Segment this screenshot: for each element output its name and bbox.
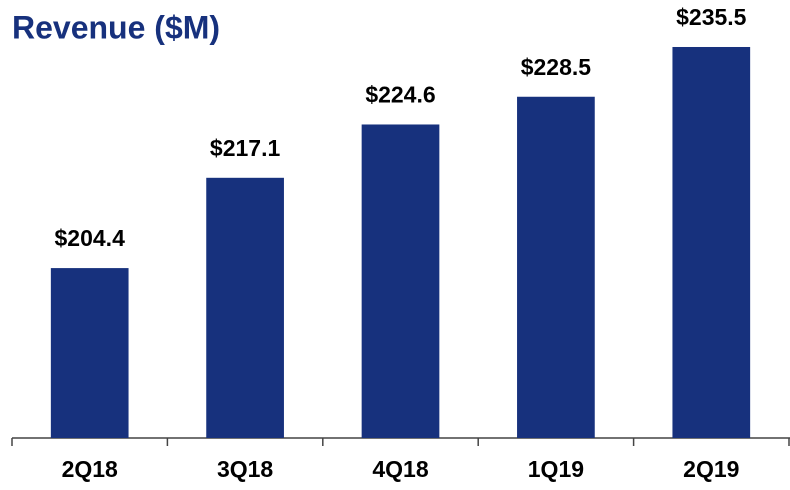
data-label: $228.5 [521,54,592,80]
x-tick-label: 3Q18 [217,456,273,482]
data-label: $204.4 [55,225,126,251]
x-tick-label: 2Q18 [62,456,118,482]
data-label: $217.1 [210,135,281,161]
bar [50,268,129,438]
bar [206,177,284,438]
data-label: $235.5 [676,4,747,30]
bar [361,124,440,438]
data-label: $224.6 [365,82,435,108]
bar [672,46,751,438]
bar [517,96,595,439]
x-tick-label: 4Q18 [372,456,428,482]
x-tick-label: 2Q19 [683,456,739,482]
x-tick-label: 1Q19 [528,456,584,482]
chart-title: Revenue ($M) [12,9,220,45]
